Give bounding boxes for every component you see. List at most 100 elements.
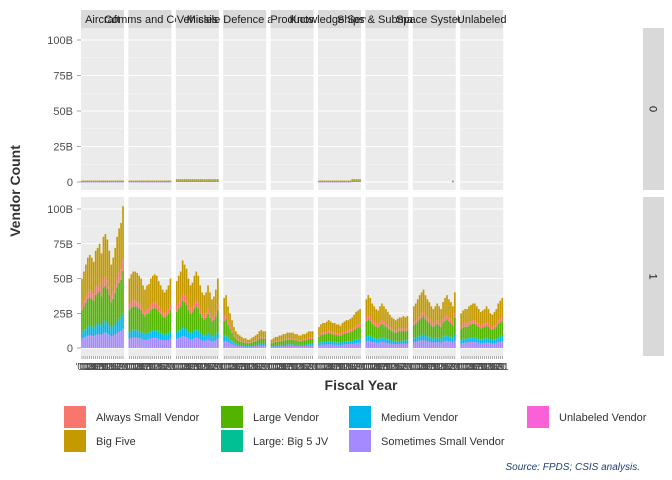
bar-segment — [422, 311, 425, 317]
bar-segment — [250, 338, 253, 342]
bar-segment — [448, 337, 450, 342]
bar-segment — [108, 324, 111, 327]
bar-segment — [148, 333, 150, 340]
bar-segment — [327, 330, 330, 333]
bar-segment — [256, 339, 259, 341]
bar-segment — [450, 302, 452, 320]
bar-segment — [424, 314, 427, 320]
panel-1-1 — [128, 191, 172, 356]
x-tick-label: '18 — [348, 362, 361, 373]
bar-segment — [440, 339, 442, 343]
bar-segment — [472, 342, 474, 348]
bar-segment — [446, 319, 448, 336]
bar-segment — [379, 321, 381, 326]
bar-segment — [215, 340, 217, 348]
bar-segment — [175, 339, 178, 348]
bar-segment — [296, 339, 298, 341]
bar-segment — [406, 343, 409, 348]
bar-segment — [359, 339, 361, 343]
bar-segment — [367, 314, 370, 320]
bar-segment — [416, 317, 419, 322]
bar-segment — [193, 330, 196, 332]
bar-segment — [270, 346, 273, 347]
bar-segment — [444, 341, 446, 348]
bar-segment — [351, 340, 354, 342]
bar-segment — [381, 337, 383, 342]
x-tick-label: '10 — [142, 362, 155, 373]
bar-segment — [108, 294, 111, 325]
bar-segment — [351, 180, 354, 182]
bar-segment — [404, 340, 407, 342]
bar-segment — [489, 326, 492, 330]
bar-segment — [237, 340, 239, 345]
x-tick-label: '05 — [275, 362, 288, 373]
bar-segment — [493, 343, 496, 348]
bar-segment — [248, 342, 251, 344]
bar-segment — [272, 346, 275, 348]
y-tick-label: 0 — [67, 177, 73, 189]
bar-segment — [138, 331, 140, 339]
bar-segment — [460, 339, 462, 341]
bar-segment — [122, 328, 124, 330]
bar-segment — [118, 282, 120, 319]
bar-segment — [104, 180, 107, 182]
facet-strip — [365, 10, 409, 28]
x-tick-label: '11 — [477, 362, 490, 373]
bar-segment — [333, 180, 336, 182]
bar-segment — [347, 344, 350, 348]
bar-segment — [85, 329, 87, 337]
bar-segment — [302, 339, 304, 341]
bar-segment — [201, 292, 204, 314]
bar-segment — [87, 298, 89, 326]
panel-0-6: Ships & Submarines — [337, 10, 437, 190]
x-tick-label: '20 — [352, 362, 365, 373]
x-tick-label: '04 — [178, 362, 191, 373]
bar-segment — [341, 332, 344, 335]
bar-segment — [298, 341, 300, 345]
facet-strip-label: Aircraft — [85, 14, 120, 26]
x-tick-label: '21 — [306, 362, 319, 373]
bar-segment — [138, 330, 140, 332]
bar-segment — [325, 341, 328, 343]
bar-segment — [189, 308, 192, 314]
bar-segment — [371, 342, 374, 348]
x-tick-label: '16 — [486, 362, 499, 373]
bar-segment — [450, 342, 452, 348]
bar-segment — [203, 314, 205, 320]
bar-segment — [132, 300, 135, 307]
bar-segment — [489, 339, 492, 341]
bar-segment — [428, 337, 431, 342]
bar-segment — [165, 316, 168, 334]
bar-segment — [355, 179, 357, 181]
bar-segment — [337, 335, 340, 343]
bar-segment — [161, 333, 164, 335]
bar-segment — [329, 344, 332, 348]
bar-segment — [387, 343, 389, 348]
bar-segment — [394, 341, 397, 342]
bar-segment — [355, 180, 357, 182]
bar-segment — [369, 297, 372, 317]
bar-segment — [499, 322, 502, 337]
bar-segment — [83, 338, 85, 348]
bar-segment — [282, 339, 285, 341]
bar-segment — [485, 306, 488, 322]
bar-segment — [343, 344, 346, 348]
bar-segment — [136, 329, 139, 332]
bar-segment — [98, 322, 101, 325]
bar-segment — [394, 344, 397, 348]
bar-segment — [177, 275, 180, 303]
bar-segment — [213, 179, 215, 181]
bar-segment — [150, 180, 152, 182]
bar-segment — [375, 326, 377, 339]
x-tick-label: '03 — [461, 362, 474, 373]
bar-segment — [161, 334, 164, 341]
bar-segment — [426, 299, 429, 318]
x-tick-label: '16 — [249, 362, 262, 373]
bar-segment — [339, 334, 342, 336]
bar-segment — [365, 336, 368, 338]
bar-segment — [335, 342, 338, 345]
bar-segment — [169, 310, 172, 331]
bar-segment — [385, 326, 387, 339]
bar-segment — [331, 322, 334, 333]
bar-segment — [88, 327, 91, 336]
